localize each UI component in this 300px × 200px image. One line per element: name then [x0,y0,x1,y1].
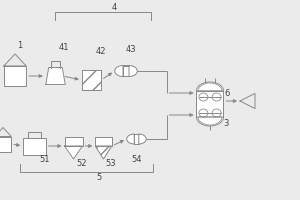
Wedge shape [127,134,134,144]
Bar [134,134,139,144]
Text: 43: 43 [125,45,136,53]
Polygon shape [64,136,82,146]
Bar [4,66,26,86]
Text: 3: 3 [223,118,229,128]
Text: 52: 52 [76,158,87,168]
Bar [123,65,129,76]
Wedge shape [115,66,123,76]
Text: 54: 54 [132,156,142,164]
Text: 5: 5 [96,172,102,182]
Text: 1: 1 [17,40,22,49]
Polygon shape [46,68,65,84]
Text: 51: 51 [40,156,50,164]
Text: 41: 41 [59,44,69,52]
Bar [0,136,11,152]
Wedge shape [139,134,146,144]
Text: 42: 42 [95,46,106,55]
Bar [196,91,224,117]
Polygon shape [95,146,112,159]
Polygon shape [64,146,82,159]
Bar [23,138,46,154]
Wedge shape [196,117,224,126]
Text: 53: 53 [106,158,116,168]
Text: 6: 6 [224,90,230,98]
Polygon shape [95,136,112,146]
Text: 4: 4 [111,3,117,12]
Wedge shape [129,66,137,76]
Bar [82,70,101,90]
Wedge shape [196,82,224,91]
